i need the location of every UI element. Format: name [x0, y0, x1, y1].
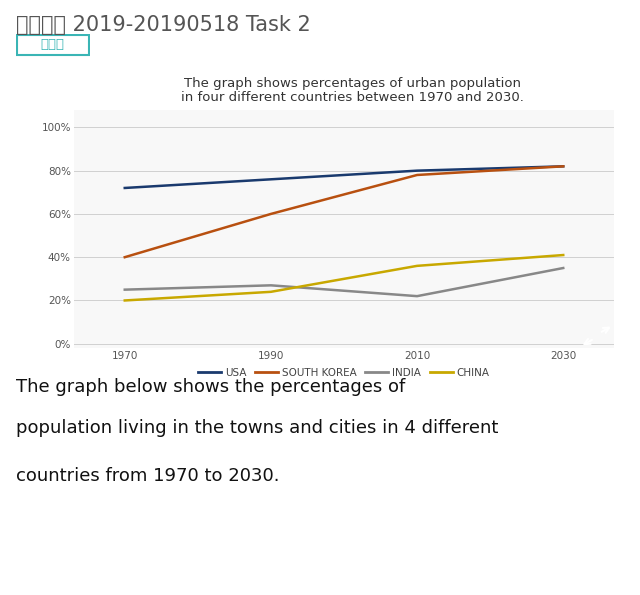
- Text: population living in the towns and cities in 4 different: population living in the towns and citie…: [16, 419, 499, 437]
- Text: 线形图: 线形图: [41, 38, 65, 51]
- Text: 写作真题 2019-20190518 Task 2: 写作真题 2019-20190518 Task 2: [16, 15, 311, 35]
- Legend: USA, SOUTH KOREA, INDIA, CHINA: USA, SOUTH KOREA, INDIA, CHINA: [194, 364, 494, 382]
- Text: The graph below shows the percentages of: The graph below shows the percentages of: [16, 378, 405, 396]
- Text: in four different countries between 1970 and 2030.: in four different countries between 1970…: [180, 90, 524, 104]
- Text: The graph shows percentages of urban population: The graph shows percentages of urban pop…: [184, 77, 520, 90]
- FancyBboxPatch shape: [17, 35, 89, 55]
- Text: countries from 1970 to 2030.: countries from 1970 to 2030.: [16, 467, 280, 485]
